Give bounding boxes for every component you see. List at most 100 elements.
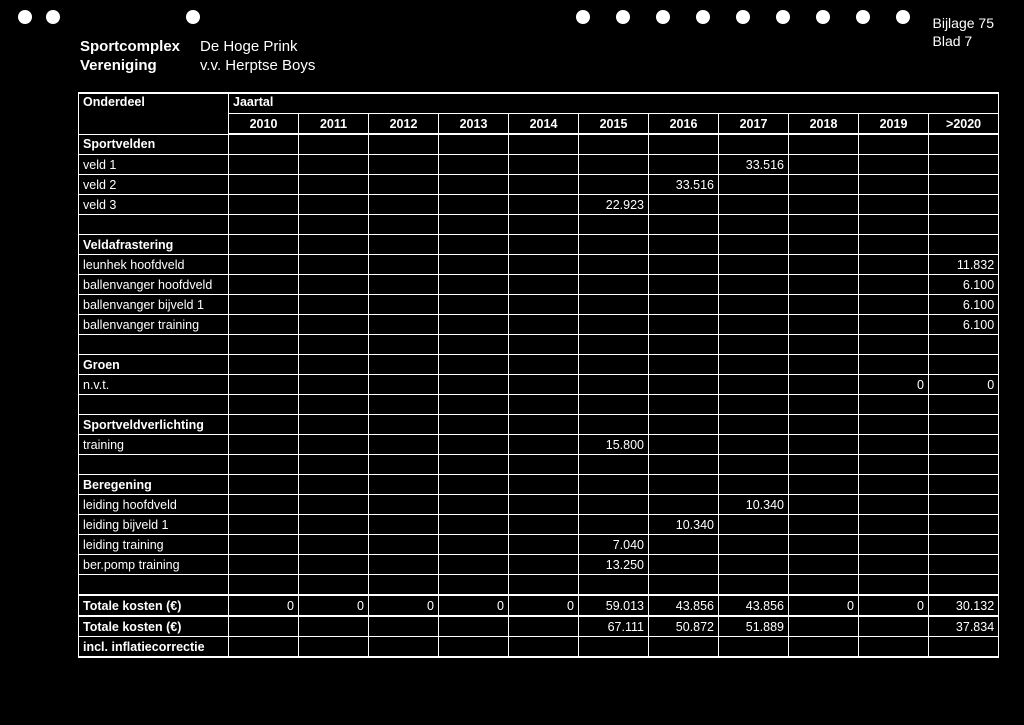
cell-beregening-3-9 [859, 555, 929, 575]
cell-veldafrastering-0-3 [439, 255, 509, 275]
cell-beregening-1-3 [439, 515, 509, 535]
cell-sportvelden-0-2 [369, 155, 439, 175]
cell-sportvelden-0-4 [509, 155, 579, 175]
totals-infl-empty-5 [579, 637, 649, 658]
cell-sportvelden-2-8 [789, 195, 859, 215]
cell-sportvelden-2-6 [649, 195, 719, 215]
col-year-7: 2017 [719, 114, 789, 135]
cell-beregening-2-6 [649, 535, 719, 555]
gap-cell [859, 395, 929, 415]
cell-sportvelden-2-2 [369, 195, 439, 215]
totals-infl-2 [369, 616, 439, 637]
cell-verlichting-0-8 [789, 435, 859, 455]
empty [719, 475, 789, 495]
spacer [79, 575, 229, 596]
empty [439, 134, 509, 155]
cell-beregening-0-0 [229, 495, 299, 515]
gap-cell [439, 335, 509, 355]
empty [649, 235, 719, 255]
gap-cell [299, 215, 369, 235]
empty [229, 475, 299, 495]
cell-beregening-0-8 [789, 495, 859, 515]
cell-verlichting-0-0 [229, 435, 299, 455]
section-beregening: Beregening [79, 475, 229, 495]
spacer-cell [299, 575, 369, 596]
col-year-0: 2010 [229, 114, 299, 135]
empty [579, 355, 649, 375]
cell-veldafrastering-3-5 [579, 315, 649, 335]
empty [439, 415, 509, 435]
cell-groen-0-6 [649, 375, 719, 395]
section-veldafrastering: Veldafrastering [79, 235, 229, 255]
cell-sportvelden-1-8 [789, 175, 859, 195]
cell-beregening-3-2 [369, 555, 439, 575]
cell-beregening-1-8 [789, 515, 859, 535]
section-sportvelden: Sportvelden [79, 134, 229, 155]
cell-beregening-1-1 [299, 515, 369, 535]
empty [859, 355, 929, 375]
gap-cell [369, 215, 439, 235]
col-year-2: 2012 [369, 114, 439, 135]
cell-sportvelden-0-1 [299, 155, 369, 175]
totals-5: 59.013 [579, 595, 649, 616]
gap-cell [789, 455, 859, 475]
hole-dot [696, 10, 710, 24]
col-jaartal: Jaartal [229, 93, 999, 114]
cell-veldafrastering-2-5 [579, 295, 649, 315]
gap-cell [229, 215, 299, 235]
cell-sportvelden-2-0 [229, 195, 299, 215]
empty [859, 134, 929, 155]
cell-veldafrastering-0-1 [299, 255, 369, 275]
gap-cell [509, 395, 579, 415]
document-header: Sportcomplex De Hoge Prink Vereniging v.… [80, 38, 315, 74]
col-year-5: 2015 [579, 114, 649, 135]
cell-sportvelden-1-9 [859, 175, 929, 195]
empty [929, 235, 999, 255]
cell-veldafrastering-2-6 [649, 295, 719, 315]
gap-cell [369, 455, 439, 475]
cell-sportvelden-1-2 [369, 175, 439, 195]
cell-beregening-2-4 [509, 535, 579, 555]
hole-dot [186, 10, 200, 24]
cell-beregening-1-2 [369, 515, 439, 535]
cell-veldafrastering-0-8 [789, 255, 859, 275]
empty [509, 415, 579, 435]
row-sportvelden-2: veld 3 [79, 195, 229, 215]
empty [649, 134, 719, 155]
cell-veldafrastering-1-9 [859, 275, 929, 295]
totals-0: 0 [229, 595, 299, 616]
cell-groen-0-5 [579, 375, 649, 395]
gap-cell [859, 335, 929, 355]
section-verlichting: Sportveldverlichting [79, 415, 229, 435]
gap-cell [859, 455, 929, 475]
cell-veldafrastering-1-5 [579, 275, 649, 295]
col-year-8: 2018 [789, 114, 859, 135]
empty [229, 415, 299, 435]
gap-cell [929, 455, 999, 475]
gap [79, 335, 229, 355]
cell-veldafrastering-0-9 [859, 255, 929, 275]
cell-veldafrastering-1-10: 6.100 [929, 275, 999, 295]
sportcomplex-value: De Hoge Prink [200, 38, 298, 55]
cell-verlichting-0-1 [299, 435, 369, 455]
hole-dot [776, 10, 790, 24]
empty [579, 415, 649, 435]
cell-beregening-3-5: 13.250 [579, 555, 649, 575]
cell-sportvelden-1-6: 33.516 [649, 175, 719, 195]
totals-infl-label2: incl. inflatiecorrectie [79, 637, 229, 658]
empty [789, 355, 859, 375]
row-veldafrastering-3: ballenvanger training [79, 315, 229, 335]
gap-cell [439, 395, 509, 415]
row-sportvelden-1: veld 2 [79, 175, 229, 195]
totals-infl-8 [789, 616, 859, 637]
cell-beregening-3-7 [719, 555, 789, 575]
gap-cell [229, 395, 299, 415]
gap-cell [229, 335, 299, 355]
cell-groen-0-0 [229, 375, 299, 395]
hole-dot [856, 10, 870, 24]
empty [229, 134, 299, 155]
cell-sportvelden-2-5: 22.923 [579, 195, 649, 215]
totals-infl-empty-2 [369, 637, 439, 658]
cell-sportvelden-1-0 [229, 175, 299, 195]
gap-cell [369, 395, 439, 415]
